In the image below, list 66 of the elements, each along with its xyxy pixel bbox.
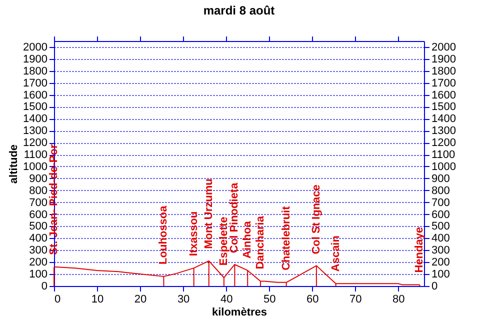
y2-tick-label: 200: [432, 256, 450, 269]
y-tick-label: 200: [29, 256, 48, 269]
y2-tick-label: 1500: [432, 101, 456, 114]
y2-tick-label: 1100: [432, 149, 456, 162]
y-tick-label: 500: [29, 220, 48, 233]
y-tick-label: 1100: [24, 149, 48, 162]
y2-tick-label: 1300: [432, 125, 456, 138]
annotation: St. Jean- Pied-de-Por: [48, 144, 60, 255]
x-tick-label: 60: [306, 294, 319, 306]
x-axis-title: kilomètres: [212, 306, 268, 318]
annotation: Itxassou: [188, 211, 200, 256]
x-tick-label: 30: [177, 294, 190, 306]
x-tick-label: 0: [54, 294, 61, 306]
annotation: Ainhoa: [242, 220, 254, 258]
x-tick-label: 80: [392, 294, 405, 306]
y-tick-label: 1400: [23, 113, 48, 126]
annotation: Mont Urzumu: [202, 178, 215, 249]
y2-tick-label: 800: [432, 184, 450, 197]
y2-tick-label: 1600: [432, 89, 456, 102]
y-tick-label: 400: [29, 232, 48, 245]
x-tick-label: 20: [134, 294, 147, 306]
y2-tick-label: 500: [432, 220, 450, 233]
y2-tick-label: 700: [432, 196, 450, 209]
annotation: Louhossoa: [158, 204, 170, 264]
y-tick-label: 1800: [23, 65, 48, 78]
y2-tick-label: 900: [432, 172, 450, 185]
annotation: Chatelebruit: [280, 206, 292, 270]
y-axis-title: altitude: [8, 144, 20, 184]
y-tick-label: 1500: [23, 101, 48, 114]
y2-tick-label: 1900: [432, 53, 456, 66]
y2-tick-label: 400: [432, 232, 450, 245]
y2-tick-label: 1700: [432, 77, 456, 90]
y-tick-label: 700: [29, 196, 48, 209]
chart-title: mardi 8 août: [203, 4, 275, 18]
x-tick-label: 40: [220, 294, 233, 306]
y-tick-label: 1000: [23, 160, 48, 173]
y-tick-label: 300: [29, 244, 48, 257]
y-tick-label: 1300: [23, 125, 48, 138]
y-tick-label: 100: [29, 268, 48, 281]
y2-tick-label: 0: [432, 280, 438, 292]
y-tick-label: 800: [29, 184, 48, 197]
y-tick-label: 1200: [23, 137, 48, 150]
y2-tick-label: 300: [432, 244, 450, 257]
y2-tick-label: 1400: [432, 113, 456, 126]
y-tick-label: 2000: [23, 41, 48, 54]
annotation: Espelette: [218, 216, 230, 266]
y-tick-label: 1600: [23, 89, 48, 102]
annotation: Dancharia: [254, 215, 267, 270]
annotation: Ascain: [330, 235, 342, 272]
y-tick-label: 1700: [23, 77, 48, 90]
annotation: Hendaye: [414, 226, 426, 273]
x-tick-label: 50: [263, 294, 276, 306]
x-tick-label: 10: [91, 294, 104, 306]
y2-tick-label: 600: [432, 208, 450, 221]
annotation: Col St Ignace: [310, 184, 322, 254]
y-tick-label: 0: [41, 280, 48, 292]
y2-tick-label: 2000: [432, 41, 456, 54]
y2-tick-label: 1200: [432, 137, 456, 150]
x-tick-label: 70: [350, 294, 362, 306]
y2-tick-label: 100: [432, 268, 450, 281]
y2-tick-label: 1000: [432, 160, 456, 173]
y-tick-label: 1900: [23, 53, 48, 66]
y-tick-label: 900: [29, 172, 48, 185]
annotation: Col Pinodieta: [228, 182, 241, 254]
y2-tick-label: 1800: [432, 65, 456, 78]
y-tick-label: 600: [29, 208, 48, 221]
